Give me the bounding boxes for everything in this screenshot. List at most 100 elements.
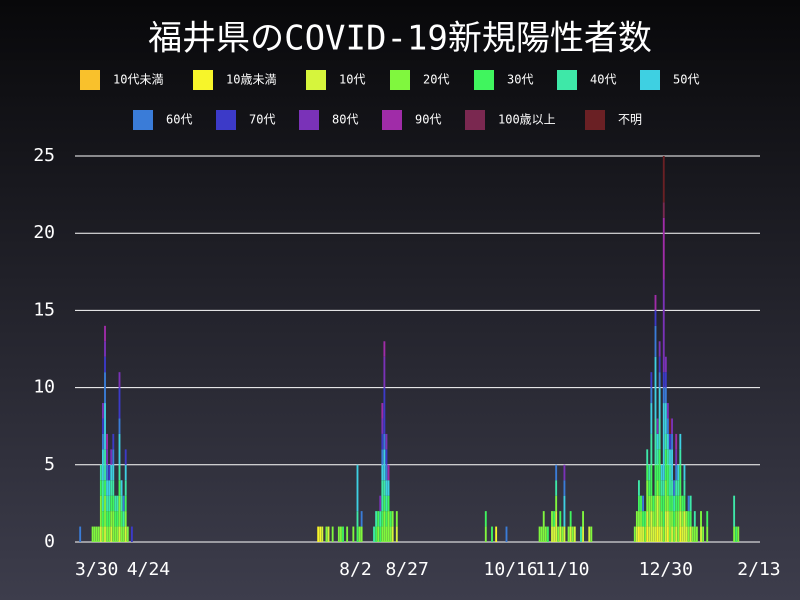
bar-segment <box>360 526 363 542</box>
bar-segment <box>321 526 324 542</box>
bar-segment <box>104 526 106 542</box>
bar-segment <box>652 495 655 512</box>
bar-segment <box>664 511 667 542</box>
bar-segment <box>656 526 659 542</box>
bar-segment <box>582 526 584 542</box>
bar-segment <box>650 464 653 496</box>
bar-segment <box>381 480 384 512</box>
bar-segment <box>104 449 106 481</box>
bar-segment <box>656 480 659 496</box>
bar-segment <box>122 526 125 542</box>
bar-segment <box>110 449 113 465</box>
bar-segment <box>555 511 558 542</box>
bar-segment <box>114 495 117 512</box>
bar-segment <box>590 526 593 542</box>
bar-segment <box>660 526 663 542</box>
bar-segment <box>654 526 657 542</box>
bar-segment <box>646 511 649 527</box>
x-tick-label: 2/13 <box>737 559 780 580</box>
bar-segment <box>99 480 102 496</box>
bar-segment <box>99 495 102 527</box>
bar-segment <box>559 511 562 527</box>
bar-segment <box>358 526 361 542</box>
bar-segment <box>654 325 657 357</box>
bar-segment <box>106 495 109 512</box>
bar-segment <box>685 526 688 542</box>
bar-segment <box>114 526 117 542</box>
bar-segment <box>691 526 694 542</box>
bar-segment <box>662 526 665 542</box>
bar-segment <box>675 433 678 450</box>
bar-segment <box>735 526 738 542</box>
bar-segment <box>671 511 673 527</box>
bar-segment <box>356 511 359 527</box>
bar-segment <box>669 511 671 542</box>
bar-segment <box>484 526 487 542</box>
bar-segment <box>114 511 117 527</box>
bar-segment <box>104 325 106 342</box>
bar-segment <box>99 464 102 481</box>
bar-segment <box>110 526 113 542</box>
bar-segment <box>124 480 127 496</box>
bar-segment <box>118 495 121 527</box>
bar-segment <box>669 433 671 450</box>
bar-segment <box>673 511 676 527</box>
bar-segment <box>660 511 663 527</box>
bar-segment <box>664 433 667 450</box>
bar-segment <box>664 480 667 512</box>
bar-segment <box>381 526 384 542</box>
bar-segment <box>546 526 549 542</box>
bar-segment <box>104 372 106 404</box>
bar-segment <box>650 372 653 388</box>
bar-segment <box>666 418 669 434</box>
bar-segment <box>120 526 123 542</box>
bar-segment <box>379 511 382 527</box>
bar-segment <box>683 495 686 512</box>
bar-segment <box>689 526 692 542</box>
x-tick-label: 4/24 <box>127 559 170 580</box>
bar-segment <box>650 403 653 434</box>
legend-swatch <box>585 110 605 130</box>
bar-segment <box>395 511 398 527</box>
bar-segment <box>646 464 649 481</box>
bar-segment <box>677 495 680 512</box>
bar-segment <box>106 464 109 481</box>
bar-segment <box>683 511 686 542</box>
bar-segment <box>122 495 125 512</box>
bar-segment <box>683 464 686 481</box>
bar-segment <box>681 511 684 527</box>
bar-segment <box>563 526 566 542</box>
bar-segment <box>666 433 669 450</box>
bar-segment <box>640 511 642 527</box>
bar-segment <box>656 433 659 450</box>
bar-segment <box>106 511 109 527</box>
bar-segment <box>681 526 684 542</box>
bar-segment <box>542 511 545 542</box>
bar-segment <box>346 526 349 542</box>
bar-segment <box>325 526 328 542</box>
bar-segment <box>356 464 359 512</box>
bar-segment <box>677 511 680 542</box>
bar-segment <box>675 464 678 481</box>
bar-segment <box>317 526 320 542</box>
bar-segment <box>561 526 564 542</box>
bar-segment <box>650 495 653 512</box>
bar-segment <box>669 449 671 465</box>
bar-segment <box>375 526 378 542</box>
bar-segment <box>385 433 388 450</box>
bar-segment <box>700 526 702 542</box>
bar-segment <box>391 526 394 542</box>
bar-segment <box>660 480 663 496</box>
bar-segment <box>673 526 676 542</box>
bar-segment <box>379 495 382 512</box>
bar-segment <box>327 526 330 542</box>
bar-segment <box>567 526 570 542</box>
bar-segment <box>385 449 388 465</box>
bar-segment <box>656 449 659 465</box>
legend-swatch <box>216 110 236 130</box>
bar-segment <box>687 495 690 512</box>
bar-segment <box>97 526 100 542</box>
bar-segment <box>385 480 388 496</box>
bar-segment <box>124 511 127 527</box>
bar-segment <box>319 526 322 542</box>
